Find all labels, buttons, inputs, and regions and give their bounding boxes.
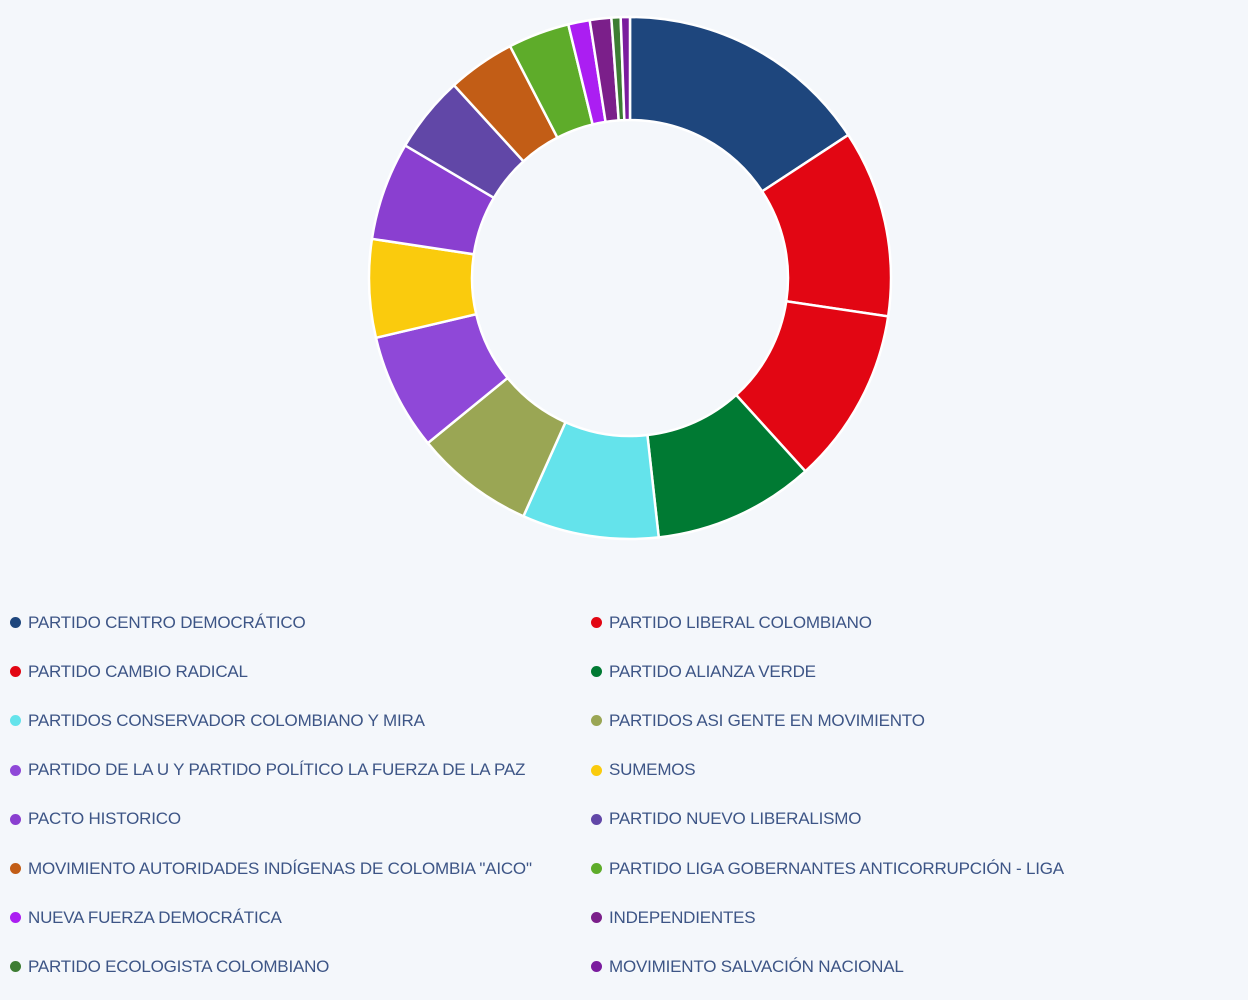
legend-label: NUEVA FUERZA DEMOCRÁTICA xyxy=(28,907,282,927)
legend-item[interactable]: NUEVA FUERZA DEMOCRÁTICA xyxy=(10,893,591,942)
legend-dot-icon xyxy=(10,961,21,973)
donut-slice[interactable] xyxy=(628,15,851,194)
legend-item[interactable]: PARTIDO CAMBIO RADICAL xyxy=(10,647,591,696)
legend-label: MOVIMIENTO SALVACIÓN NACIONAL xyxy=(609,956,904,976)
donut-slice[interactable] xyxy=(619,15,632,122)
legend-item[interactable]: PARTIDO DE LA U Y PARTIDO POLÍTICO LA FU… xyxy=(10,746,591,795)
legend-label: PARTIDO CENTRO DEMOCRÁTICO xyxy=(28,612,306,632)
legend-dot-icon xyxy=(10,617,21,629)
legend-item[interactable]: PARTIDOS CONSERVADOR COLOMBIANO Y MIRA xyxy=(10,696,591,745)
legend-item[interactable]: PARTIDO ALIANZA VERDE xyxy=(591,647,1191,696)
legend-label: PARTIDOS ASI GENTE EN MOVIMIENTO xyxy=(609,710,925,730)
legend-label: SUMEMOS xyxy=(609,760,696,780)
legend-label: PARTIDO LIGA GOBERNANTES ANTICORRUPCIÓN … xyxy=(609,858,1064,878)
legend-item[interactable]: PARTIDO ECOLOGISTA COLOMBIANO xyxy=(10,942,591,991)
legend-item[interactable]: MOVIMIENTO AUTORIDADES INDÍGENAS DE COLO… xyxy=(10,844,591,893)
legend-label: PARTIDO ECOLOGISTA COLOMBIANO xyxy=(28,956,330,976)
legend-dot-icon xyxy=(591,912,602,924)
legend-label: PARTIDO CAMBIO RADICAL xyxy=(28,661,248,681)
legend-label: PACTO HISTORICO xyxy=(28,809,181,829)
legend-dot-icon xyxy=(10,863,21,875)
legend-label: INDEPENDIENTES xyxy=(609,907,756,927)
legend-item[interactable]: PARTIDO CENTRO DEMOCRÁTICO xyxy=(10,598,591,647)
legend-label: MOVIMIENTO AUTORIDADES INDÍGENAS DE COLO… xyxy=(28,858,532,878)
legend-item[interactable]: MOVIMIENTO SALVACIÓN NACIONAL xyxy=(591,942,1191,991)
legend-item[interactable]: PARTIDO NUEVO LIBERALISMO xyxy=(591,795,1191,844)
legend-dot-icon xyxy=(10,715,21,727)
legend-dot-icon xyxy=(10,813,21,825)
legend-dot-icon xyxy=(591,863,602,875)
legend-item[interactable]: PARTIDOS ASI GENTE EN MOVIMIENTO xyxy=(591,696,1191,745)
legend-item[interactable]: SUMEMOS xyxy=(591,746,1191,795)
legend-dot-icon xyxy=(591,666,602,678)
legend-label: PARTIDO ALIANZA VERDE xyxy=(609,661,816,681)
legend-dot-icon xyxy=(10,912,21,924)
legend-item[interactable]: INDEPENDIENTES xyxy=(591,893,1191,942)
legend-dot-icon xyxy=(10,764,21,776)
donut-chart-svg xyxy=(367,15,893,541)
legend-dot-icon xyxy=(591,764,602,776)
legend-item[interactable]: PACTO HISTORICO xyxy=(10,795,591,844)
legend-dot-icon xyxy=(10,666,21,678)
legend-dot-icon xyxy=(591,961,602,973)
legend-label: PARTIDO NUEVO LIBERALISMO xyxy=(609,809,862,829)
legend-dot-icon xyxy=(591,813,602,825)
donut-chart xyxy=(367,15,893,541)
legend-dot-icon xyxy=(591,617,602,629)
legend-item[interactable]: PARTIDO LIGA GOBERNANTES ANTICORRUPCIÓN … xyxy=(591,844,1191,893)
legend-label: PARTIDOS CONSERVADOR COLOMBIANO Y MIRA xyxy=(28,710,425,730)
legend-dot-icon xyxy=(591,715,602,727)
chart-legend: PARTIDO CENTRO DEMOCRÁTICO PARTIDO LIBERA… xyxy=(10,598,1210,992)
legend-label: PARTIDO DE LA U Y PARTIDO POLÍTICO LA FU… xyxy=(28,760,526,780)
legend-item[interactable]: PARTIDO LIBERAL COLOMBIANO xyxy=(591,598,1191,647)
legend-label: PARTIDO LIBERAL COLOMBIANO xyxy=(609,612,872,632)
